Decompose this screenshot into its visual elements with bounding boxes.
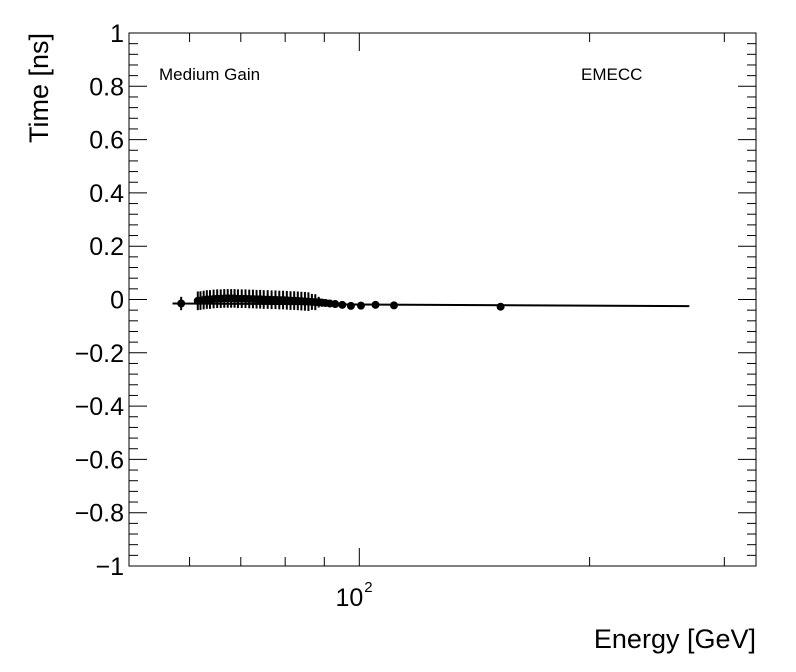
data-point xyxy=(496,302,505,311)
y-axis-title: Time [ns] xyxy=(24,33,54,143)
annotation-emecc: EMECC xyxy=(581,65,642,84)
y-tick-label: −0.4 xyxy=(75,393,124,421)
data-points xyxy=(177,289,505,311)
y-tick-label: −1 xyxy=(95,553,124,581)
y-tick-label: 0.8 xyxy=(89,73,124,101)
data-point xyxy=(389,301,398,310)
data-point xyxy=(338,300,347,309)
x-tick-label-base: 10 xyxy=(335,584,363,612)
fit-line xyxy=(172,302,690,308)
x-tick-labels: 10 2 xyxy=(335,579,372,612)
data-point xyxy=(346,301,355,310)
data-point xyxy=(177,299,186,308)
y-tick-labels: 1 0.8 0.6 0.4 0.2 0 −0.2 −0.4 −0.6 −0.8 −1 xyxy=(75,20,124,581)
axis-ticks xyxy=(128,32,756,567)
annotation-medium-gain: Medium Gain xyxy=(159,65,260,84)
y-tick-label: 0.2 xyxy=(89,233,124,261)
data-point xyxy=(371,300,380,309)
y-tick-label: −0.2 xyxy=(75,340,124,368)
x-axis-title: Energy [GeV] xyxy=(594,624,756,654)
fit-line-group xyxy=(172,302,690,308)
y-tick-label: −0.8 xyxy=(75,500,124,528)
y-tick-label: 0.6 xyxy=(89,127,124,155)
x-tick-label-exponent: 2 xyxy=(364,579,372,596)
y-tick-label: 0.4 xyxy=(89,180,124,208)
y-tick-label: 1 xyxy=(110,20,124,48)
y-tick-label: 0 xyxy=(110,287,124,315)
y-tick-label: −0.6 xyxy=(75,446,124,474)
data-point xyxy=(356,301,365,310)
data-point xyxy=(331,300,340,309)
